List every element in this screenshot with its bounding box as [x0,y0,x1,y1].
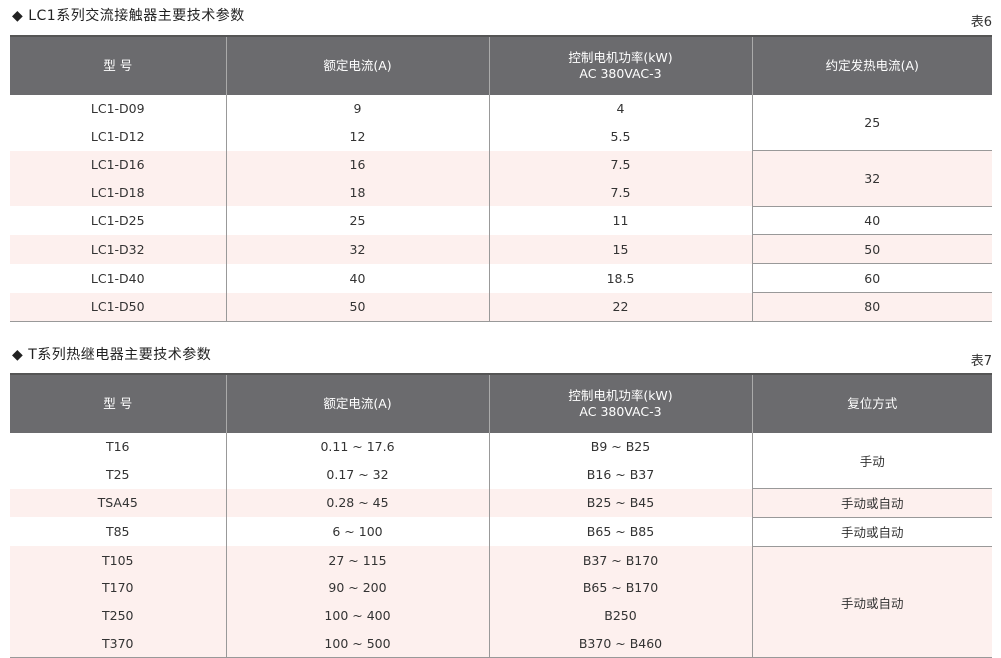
motor-power-cell: 7.5 [488,178,752,207]
model-cell: LC1-D16 [10,150,226,179]
reset-cell: 手动或自动 [751,488,992,518]
table-row: LC1-D16 16 7.5 32 [10,150,992,207]
thermal-cell: 32 [751,150,992,207]
table-row: T105 27 ~ 115 B37 ~ B170 手动或自动 [10,546,992,658]
table-row: LC1-D25 25 11 40 [10,206,992,236]
table-row: LC1-D50 50 22 80 [10,292,992,322]
thermal-cell: 50 [751,234,992,265]
motor-power-cell: 22 [488,292,752,322]
reset-cell: 手动或自动 [751,546,992,658]
rated-current-cell: 25 [225,206,489,235]
model-cell: LC1-D09 [90,101,145,117]
model-cell: T170 [10,573,226,602]
thermal-cell: 40 [751,206,992,236]
motor-power-cell: B16 ~ B37 [488,460,752,489]
table7-number: 表7 [970,354,992,369]
motor-power-cell: B250 [488,601,752,630]
table-row: LC1-D32 32 15 50 [10,234,992,265]
table7-title: ◆ T系列热继电器主要技术参数 [12,347,212,363]
table-row: T370 100 ~ 500 B370 ~ B460 [10,629,992,658]
rated-current-cell: 18 [225,178,489,207]
col-header-motor-power: 控制电机功率(kW) AC 380VAC-3 [488,35,752,95]
model-cell: T105 [10,546,226,574]
col-header-rated-current: 额定电流(A) [225,35,489,95]
motor-power-cell: B25 ~ B45 [488,488,752,518]
rated-current-cell: 40 [225,263,489,293]
rated-current-cell: 9 [225,95,489,123]
rated-current-cell: 90 ~ 200 [225,573,489,602]
model-cell: LC1-D40 [90,270,145,286]
motor-power-cell: 7.5 [488,150,752,179]
thermal-cell: 25 [751,95,992,152]
rated-current-cell: 50 [225,292,489,322]
model-cell: LC1-D12 [90,129,145,145]
reset-cell: 手动 [751,433,992,490]
table-row: TSA45 0.28 ~ 45 B25 ~ B45 手动或自动 [10,488,992,518]
col-header-model: 型 号 [10,373,226,433]
reset-cell: 手动或自动 [751,517,992,547]
col-header-model: 型 号 [10,35,226,95]
table-row: T250 100 ~ 400 B250 [10,601,992,630]
col-header-rated-current: 额定电流(A) [225,373,489,433]
col-header-thermal-current: 约定发热电流(A) [751,35,992,95]
motor-power-cell: B370 ~ B460 [488,629,752,658]
table6: 型 号 额定电流(A) 控制电机功率(kW) AC 380VAC-3 约定发热电流… [10,35,992,322]
table-row: T16 0.11 ~ 17.6 B9 ~ B25 手动 [10,433,992,490]
col-header-reset-mode: 复位方式 [751,373,992,433]
rated-current-cell: 6 ~ 100 [225,517,489,547]
rated-current-cell: 27 ~ 115 [225,546,489,574]
table-row: LC1-D18 18 7.5 [10,178,992,207]
motor-power-cell: B9 ~ B25 [488,433,752,461]
rated-current-cell: 16 [225,150,489,179]
motor-power-cell: 5.5 [488,122,752,151]
table6-number: 表6 [970,15,992,30]
model-cell: T250 [10,601,226,630]
model-cell: T25 [105,467,130,483]
table6-title: ◆ LC1系列交流接触器主要技术参数 [12,8,245,24]
table-row: T25 0.17 ~ 32 B16 ~ B37 [10,460,992,489]
rated-current-cell: 0.28 ~ 45 [225,488,489,518]
motor-power-cell: B65 ~ B85 [488,517,752,547]
rated-current-cell: 0.17 ~ 32 [225,460,489,489]
rated-current-cell: 0.11 ~ 17.6 [225,433,489,461]
table-row: LC1-D09 9 4 25 [10,95,992,152]
table-row: T85 6 ~ 100 B65 ~ B85 手动或自动 [10,517,992,547]
thermal-cell: 80 [751,292,992,322]
rated-current-cell: 100 ~ 400 [225,601,489,630]
model-cell: TSA45 [10,488,226,518]
thermal-cell: 60 [751,263,992,294]
model-cell: LC1-D25 [90,213,145,229]
model-cell: LC1-D50 [10,292,226,322]
rated-current-cell: 100 ~ 500 [225,629,489,658]
motor-power-cell: B65 ~ B170 [488,573,752,602]
model-cell: LC1-D18 [10,178,226,207]
model-cell: T85 [105,524,130,540]
rated-current-cell: 12 [225,122,489,151]
table-row: T170 90 ~ 200 B65 ~ B170 [10,573,992,602]
motor-power-cell: 15 [488,234,752,264]
motor-power-cell: 18.5 [488,263,752,293]
model-cell: T16 [105,439,130,455]
motor-power-cell: 11 [488,206,752,235]
table-row: LC1-D12 12 5.5 [10,122,992,151]
motor-power-cell: B37 ~ B170 [488,546,752,574]
col-header-motor-power: 控制电机功率(kW) AC 380VAC-3 [488,373,752,433]
table7: 型 号 额定电流(A) 控制电机功率(kW) AC 380VAC-3 复位方式 T… [10,373,992,658]
model-cell: T370 [10,629,226,658]
table-row: LC1-D40 40 18.5 60 [10,263,992,294]
model-cell: LC1-D32 [10,234,226,264]
motor-power-cell: 4 [488,95,752,123]
rated-current-cell: 32 [225,234,489,264]
